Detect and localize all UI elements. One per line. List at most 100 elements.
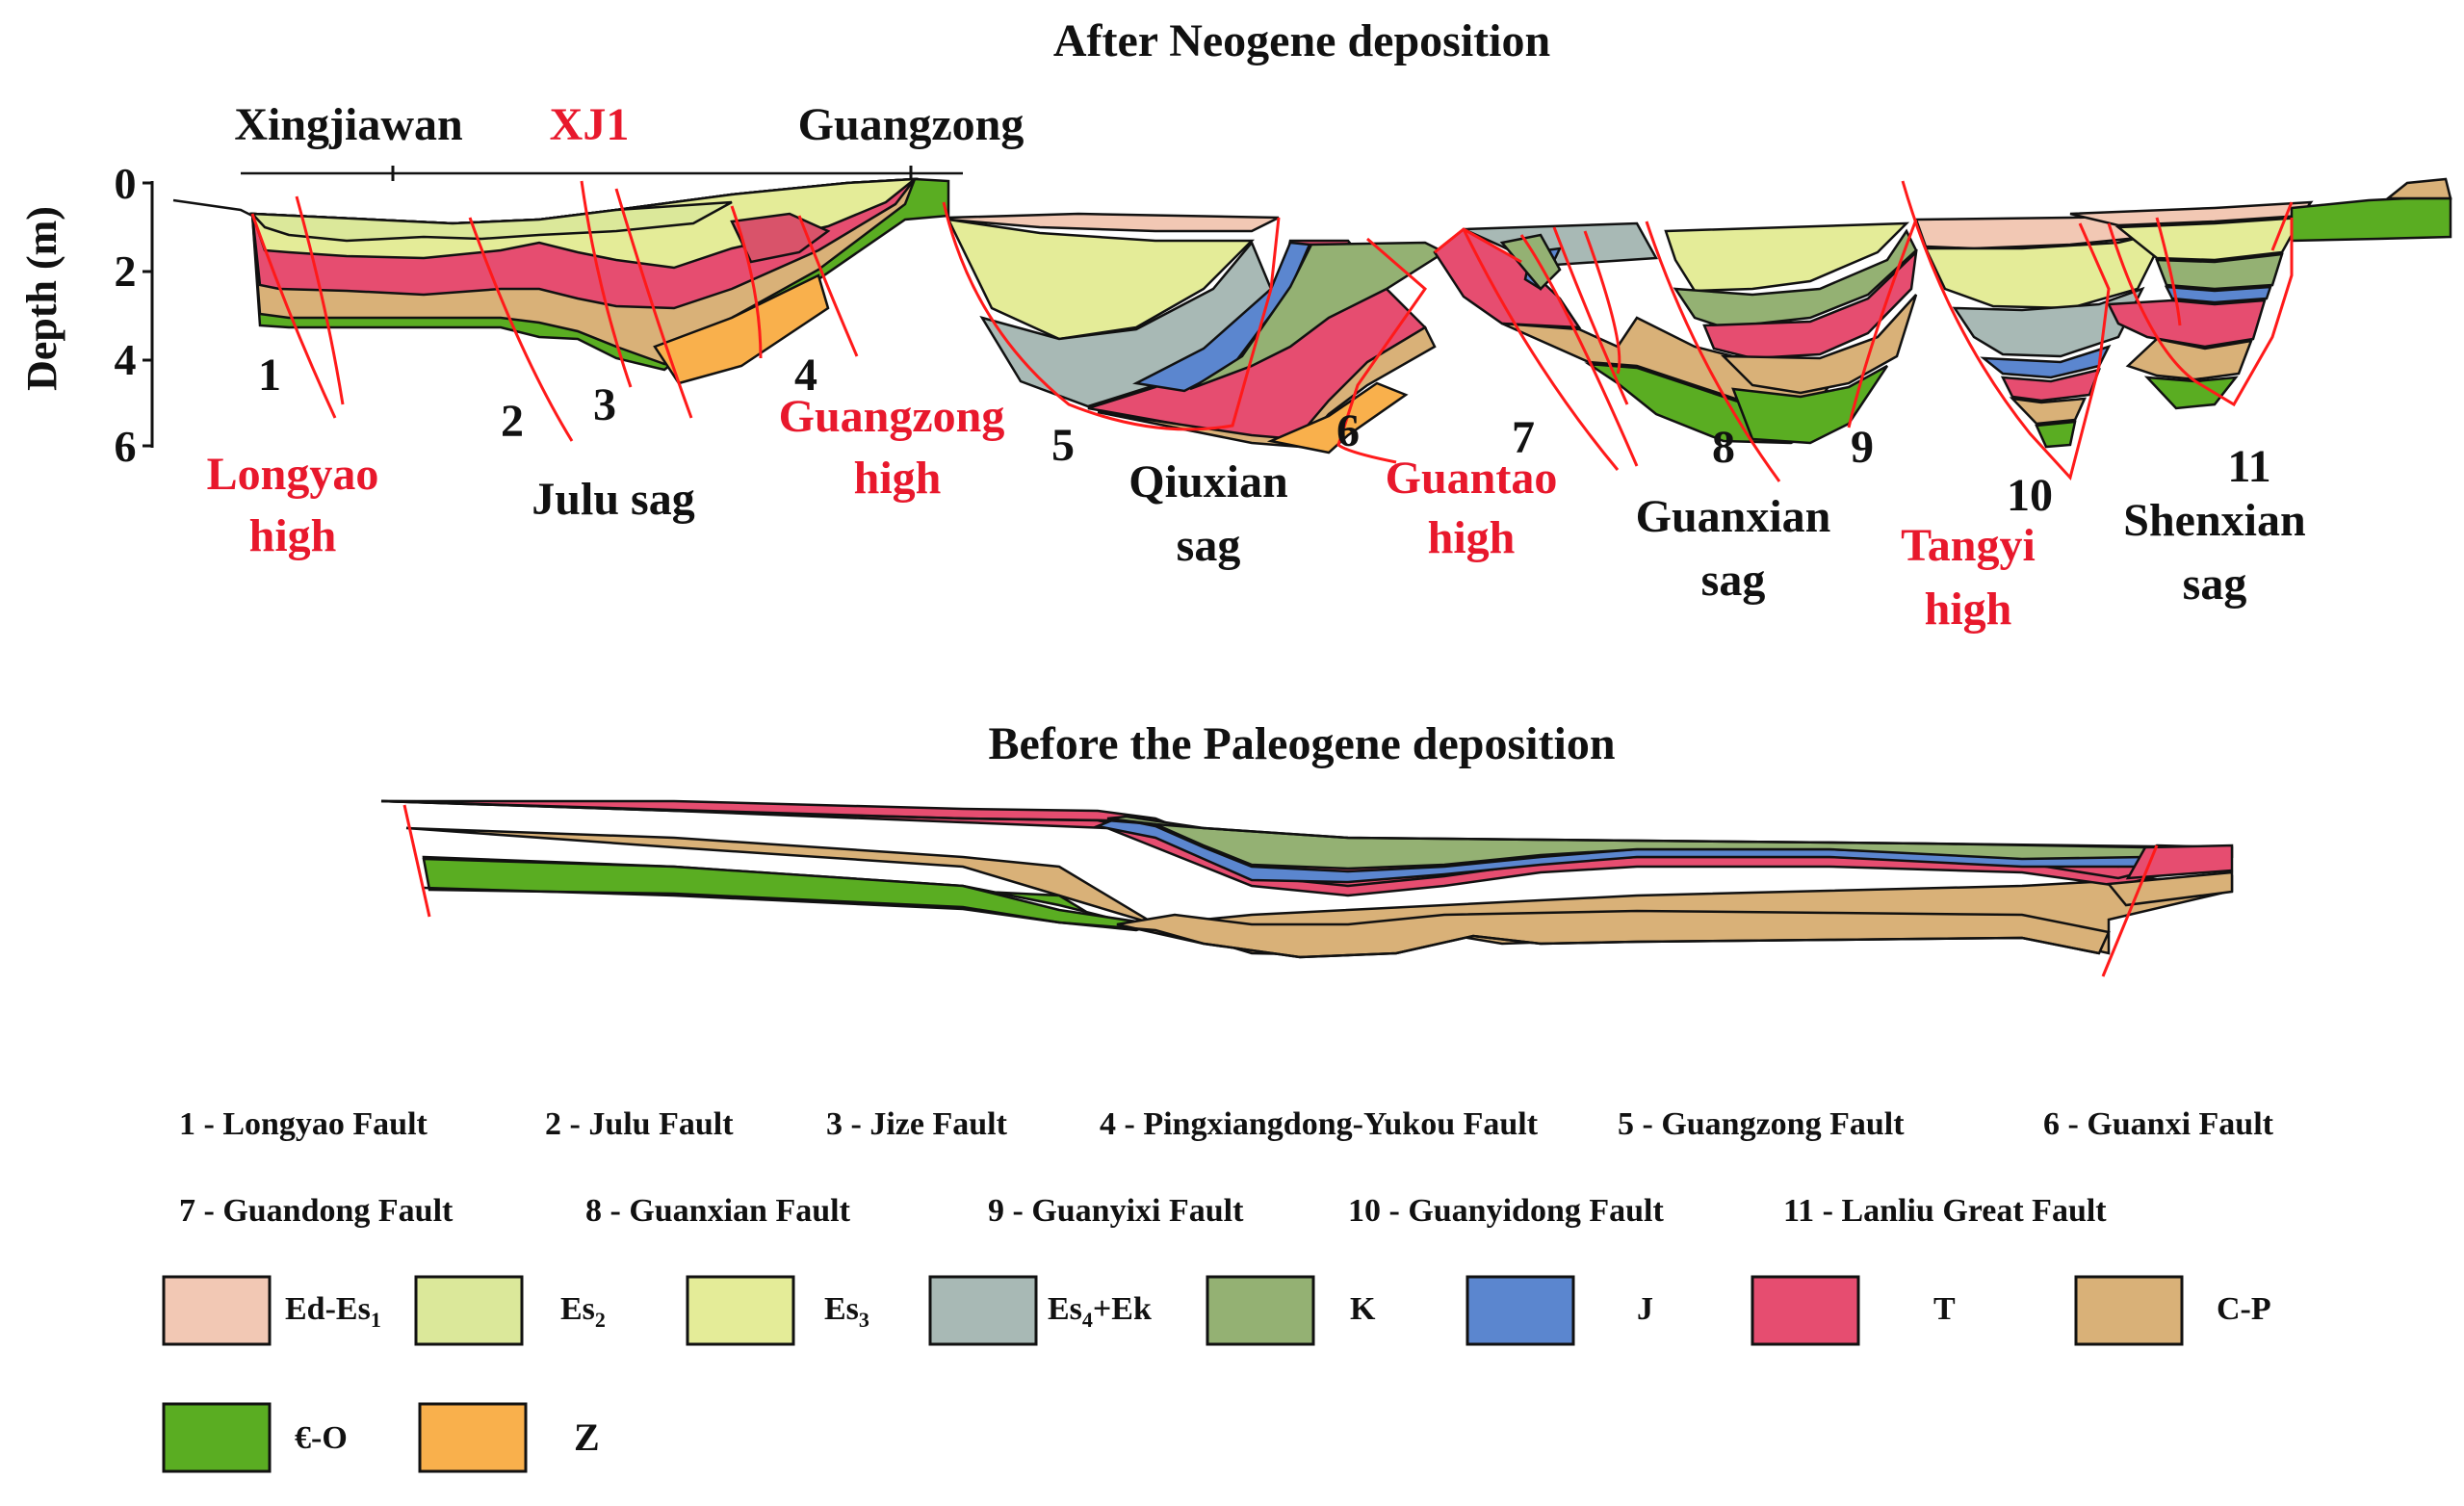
bottom-section-title: Before the Paleogene deposition — [988, 718, 1615, 769]
bottom-cross-section — [380, 799, 2234, 977]
unit-label-line: high — [1925, 584, 2012, 635]
legend-swatch — [686, 1275, 795, 1346]
legend-item-ed-es1: Ed-Es1 — [162, 1275, 381, 1346]
legend-item-z: Z — [418, 1402, 600, 1473]
legend-label: €-O — [295, 1420, 348, 1456]
unit-label-line: sag — [1177, 520, 1241, 571]
strata-segment-qiuxian — [946, 212, 1447, 454]
legend-label-sub: 4 — [1082, 1308, 1093, 1332]
fault-1-trace — [250, 213, 337, 419]
legend-swatch — [1206, 1275, 1315, 1346]
fault-legend-item: 5 - Guangzong Fault — [1618, 1106, 1905, 1142]
unit-label-guantao-high: Guantao high — [1386, 453, 1558, 563]
unit-label-line: Julu sag — [532, 474, 694, 525]
fault-number-10: 10 — [2007, 470, 2053, 521]
stratum-cp-cap-right — [2384, 177, 2452, 200]
ground-surface-line — [172, 198, 253, 218]
fault-number-3: 3 — [593, 379, 616, 430]
legend-label-main: Es — [1048, 1291, 1082, 1327]
fault-number-9: 9 — [1851, 422, 1874, 473]
fault-3-trace — [580, 180, 633, 388]
legend-swatch — [162, 1275, 272, 1346]
legend-swatch — [162, 1402, 272, 1473]
fault-legend-item: 4 - Pingxiangdong-Yukou Fault — [1100, 1106, 1539, 1142]
fault-legend-item: 6 - Guanxi Fault — [2043, 1106, 2274, 1142]
fault-legend: 1 - Longyao Fault 2 - Julu Fault 3 - Jiz… — [179, 1106, 2274, 1229]
strata-segment-longyao-julu — [248, 177, 950, 385]
stratum-cp-tangyi — [2009, 397, 2088, 426]
stratum-triassic-shenxian — [2107, 299, 2267, 349]
fault-9-trace — [1847, 219, 1918, 428]
stratum-co-shenxian — [2143, 376, 2239, 410]
depth-tick-label: 2 — [115, 247, 137, 296]
legend-label: Z — [574, 1415, 600, 1459]
unit-label-line: sag — [1701, 555, 1766, 606]
fault-3-splay — [614, 188, 693, 419]
fault-legend-item: 1 - Longyao Fault — [179, 1106, 428, 1142]
legend-swatch — [1465, 1275, 1575, 1346]
depth-axis: Depth (m) 0 2 4 6 — [18, 159, 154, 471]
depth-axis-label: Depth (m) — [18, 206, 65, 391]
stratum-co-surface-right — [2290, 196, 2452, 243]
bottom-right-edge — [2106, 870, 2234, 907]
fault-legend-item: 7 - Guandong Fault — [179, 1193, 454, 1229]
stratum-cp-shenxian — [2125, 337, 2253, 381]
depth-tick-label: 4 — [115, 335, 137, 384]
stratum-es3-wedge — [946, 218, 1256, 341]
legend-label-main: Ed-Es — [285, 1291, 371, 1327]
legend-label: Es2 — [560, 1291, 606, 1332]
fault-right-margin — [2270, 201, 2294, 251]
legend-swatch — [2074, 1275, 2184, 1346]
legend-label: Es4+Ek — [1048, 1291, 1152, 1332]
fault-11-splay — [2155, 217, 2182, 326]
legend-item-cambrian-ordovician: €-O — [162, 1402, 348, 1473]
well-label-xj1: XJ1 — [550, 99, 630, 150]
fault-legend-item: 11 - Lanliu Great Fault — [1783, 1193, 2107, 1229]
well-label-xingjiawan: Xingjiawan — [234, 99, 462, 150]
strata-segment-tangyi-shenxian — [1914, 177, 2452, 449]
unit-label-line: high — [249, 510, 337, 561]
unit-label-tangyi-high: Tangyi high — [1901, 520, 2036, 635]
unit-label-shenxian-sag: Shenxian sag — [2123, 495, 2305, 610]
fault-10-trace — [1901, 180, 2111, 481]
depth-tick-label: 6 — [115, 422, 137, 471]
stratum-es4-ek-tangyi — [1952, 286, 2145, 358]
fault-number-2: 2 — [501, 396, 524, 447]
stratum-triassic-guanxian — [1702, 248, 1918, 360]
fault-7-splay-a — [1519, 234, 1639, 467]
bottom-top-surface-line — [380, 799, 2233, 849]
legend-label-sub: 1 — [371, 1308, 381, 1332]
fault-legend-item: 2 - Julu Fault — [545, 1106, 734, 1142]
legend-label: J — [1637, 1291, 1653, 1327]
well-label-guangzong: Guangzong — [798, 99, 1025, 150]
legend-item-es4-ek: Es4+Ek — [928, 1275, 1152, 1346]
fault-traces-top — [250, 180, 2294, 482]
unit-label-qiuxian-sag: Qiuxian sag — [1128, 456, 1287, 571]
legend-label: K — [1350, 1291, 1376, 1327]
unit-label-line: high — [854, 453, 942, 504]
fault-6-trace — [1336, 237, 1428, 464]
top-section-title: After Neogene deposition — [1053, 15, 1550, 66]
fault-legend-item: 10 - Guanyidong Fault — [1348, 1193, 1664, 1229]
legend-label-sub: 2 — [595, 1308, 606, 1332]
unit-label-guanxian-sag: Guanxian sag — [1636, 491, 1831, 606]
fault-number-5: 5 — [1051, 420, 1075, 471]
stratum-cp-guanxian — [1720, 294, 1918, 395]
legend-label-main: Es — [824, 1291, 859, 1327]
stratum-cretaceous-shenxian — [2155, 252, 2284, 291]
fault-legend-item: 9 - Guanyixi Fault — [988, 1193, 1244, 1229]
legend-label: Ed-Es1 — [285, 1291, 381, 1332]
strata-segment-guantao-guanxian — [1433, 221, 1918, 445]
fault-7-splay-b — [1552, 226, 1629, 405]
fault-4-trace — [730, 205, 763, 359]
fault-2-trace — [468, 217, 574, 442]
legend-item-es3: Es3 — [686, 1275, 869, 1346]
fault-5-trace — [942, 201, 1281, 431]
stratum-triassic-tangyi — [2000, 368, 2102, 402]
fault-number-7: 7 — [1512, 412, 1535, 463]
strata-legend: Ed-Es1 Es2 Es3 Es4+Ek K J T C-P — [162, 1275, 2271, 1473]
depth-tick-label: 0 — [115, 159, 137, 208]
legend-label: C-P — [2217, 1291, 2271, 1327]
legend-label: T — [1933, 1291, 1956, 1327]
